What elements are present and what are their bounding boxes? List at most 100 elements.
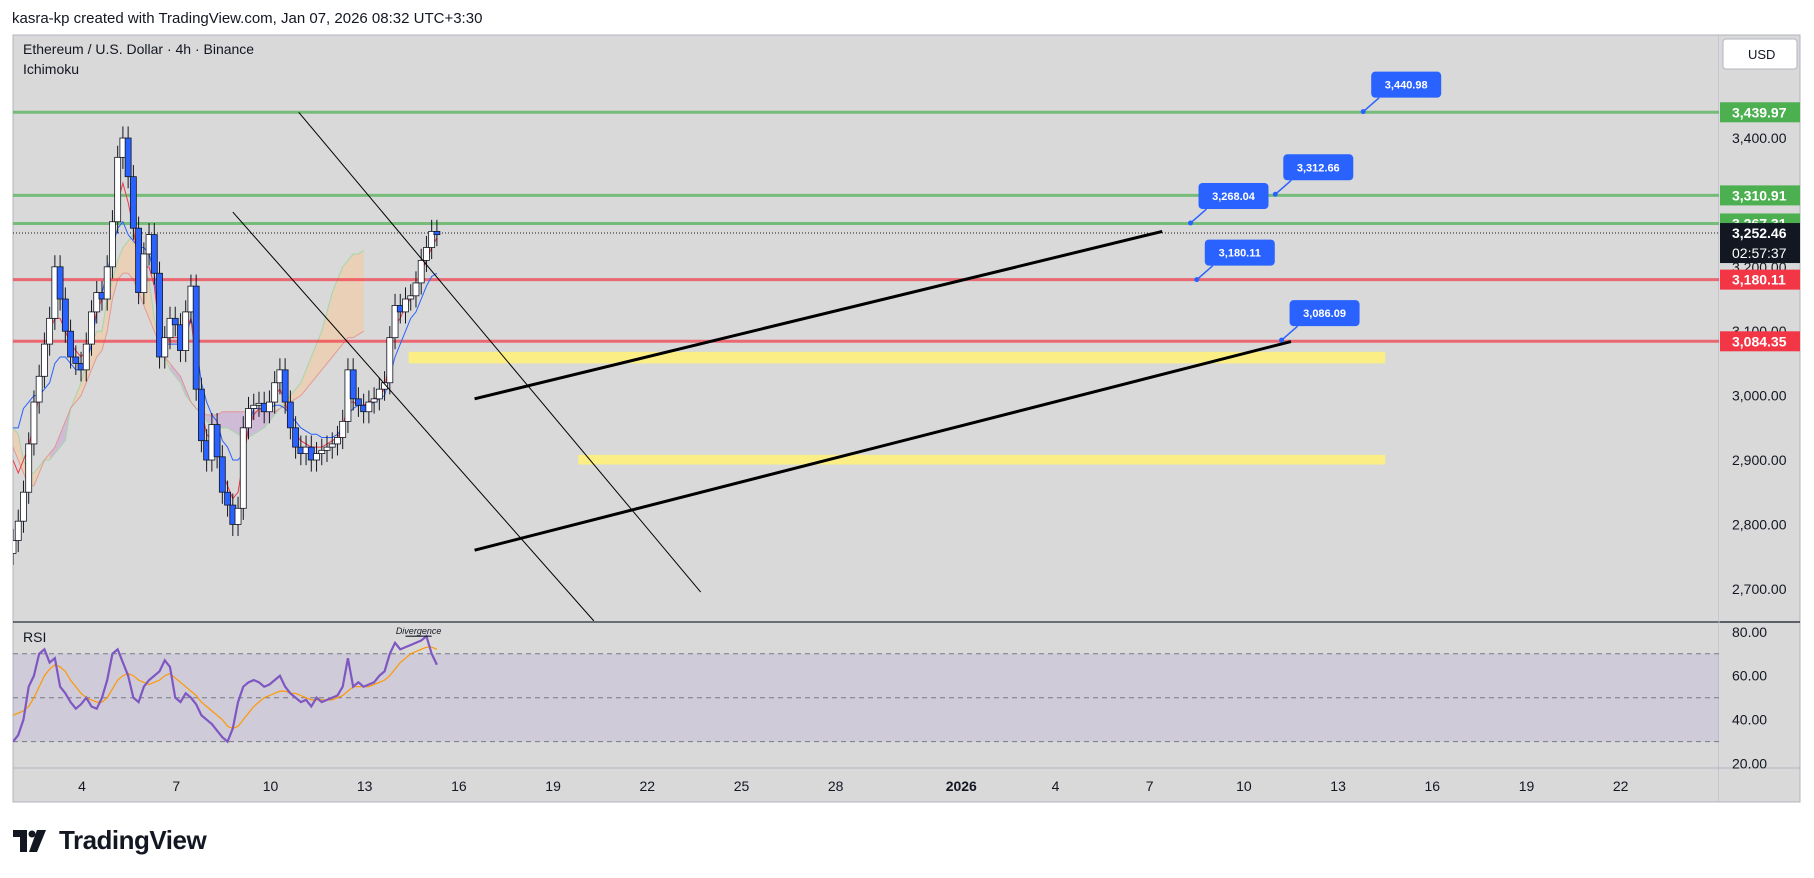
callout-anchor bbox=[1188, 220, 1193, 226]
current-price-label: 3,252.46 bbox=[1732, 225, 1787, 241]
kumo-segment bbox=[358, 250, 364, 335]
candle-body bbox=[433, 231, 441, 236]
tradingview-logo[interactable]: TradingView bbox=[13, 825, 207, 856]
price-axis-pane bbox=[1720, 35, 1800, 802]
callout-pointer bbox=[1281, 325, 1299, 341]
senkou-span-b bbox=[13, 272, 364, 487]
time-tick-label: 16 bbox=[1424, 778, 1440, 794]
rsi-pane bbox=[13, 623, 1719, 768]
chart-frame bbox=[12, 34, 1801, 803]
candle-body bbox=[171, 317, 179, 326]
time-tick-label: 10 bbox=[1236, 778, 1252, 794]
kumo-segment bbox=[13, 427, 19, 461]
candle-body bbox=[339, 420, 347, 438]
kumo-segment bbox=[128, 234, 134, 280]
callout-pointer bbox=[1274, 179, 1292, 195]
price-plot: 3,440.98 3,312.66 3,268.04 3,180.11 3,086.09 bbox=[13, 71, 1719, 621]
chart-title: Ethereum / U.S. Dollar · 4h · Binance bbox=[23, 41, 254, 57]
kumo-segment bbox=[332, 279, 338, 357]
candle-body bbox=[213, 424, 221, 458]
time-tick-label: 16 bbox=[451, 778, 467, 794]
candle-body bbox=[82, 343, 90, 371]
level-badge bbox=[1720, 185, 1800, 206]
candle-body bbox=[93, 292, 101, 313]
price-tick-label: 3,000.00 bbox=[1732, 388, 1787, 404]
callout-box bbox=[1289, 300, 1360, 327]
candle-body bbox=[375, 388, 383, 400]
kumo-segment bbox=[306, 356, 312, 390]
candle-body bbox=[129, 176, 137, 229]
candle-body bbox=[349, 369, 357, 400]
time-tick-label: 7 bbox=[172, 778, 180, 794]
current-price-badge bbox=[1720, 223, 1800, 264]
tradingview-logo-icon bbox=[13, 829, 46, 852]
level-badge-label: 3,180.11 bbox=[1732, 272, 1786, 288]
kumo-segment bbox=[49, 447, 55, 461]
candle-body bbox=[25, 443, 33, 493]
candle-body bbox=[61, 298, 69, 332]
candle-body bbox=[328, 443, 336, 448]
tradingview-logo-text: TradingView bbox=[59, 825, 207, 855]
trendline bbox=[474, 340, 1292, 552]
candle-body bbox=[281, 369, 289, 403]
time-tick-label: 25 bbox=[734, 778, 750, 794]
candle-body bbox=[218, 456, 226, 493]
kumo-segment bbox=[290, 389, 296, 403]
callout-label: 3,312.66 bbox=[1297, 162, 1340, 174]
kumo-segment bbox=[96, 331, 102, 357]
kumo-segment bbox=[264, 411, 270, 428]
time-tick-label: 10 bbox=[263, 778, 279, 794]
currency-button bbox=[1722, 38, 1798, 70]
candle-body bbox=[239, 427, 247, 509]
price-tick-label: 2,800.00 bbox=[1732, 516, 1787, 532]
chart-credit: kasra-kp created with TradingView.com, J… bbox=[12, 10, 483, 27]
candle-body bbox=[140, 253, 148, 293]
rsi-tick-label: 80.00 bbox=[1732, 624, 1767, 640]
candle-body bbox=[234, 507, 242, 525]
candle-body bbox=[266, 401, 273, 413]
time-tick-label: 13 bbox=[357, 778, 373, 794]
candle-body bbox=[30, 401, 38, 445]
kumo-segment bbox=[258, 411, 265, 432]
kumo-segment bbox=[75, 382, 82, 403]
level-badge bbox=[1720, 331, 1800, 352]
candle-body bbox=[365, 401, 373, 413]
time-tick-label: 19 bbox=[1519, 778, 1535, 794]
rsi-tick-label: 40.00 bbox=[1732, 712, 1767, 728]
candle-body bbox=[271, 382, 279, 403]
price-tick-label: 3,400.00 bbox=[1732, 130, 1787, 146]
candle-body bbox=[103, 266, 111, 300]
kumo-segment bbox=[222, 411, 228, 428]
level-badge-label: 3,439.97 bbox=[1732, 104, 1787, 120]
support-zone bbox=[578, 454, 1386, 465]
candle-body bbox=[250, 404, 258, 409]
candle-body bbox=[150, 234, 158, 274]
level-badge bbox=[1720, 269, 1800, 290]
time-axis-pane bbox=[13, 768, 1719, 802]
time-tick-label: 22 bbox=[639, 778, 655, 794]
callout-box bbox=[1198, 183, 1269, 210]
kumo-segment bbox=[295, 382, 301, 399]
divergence-label: Divergence bbox=[396, 626, 442, 636]
callout-label: 3,268.04 bbox=[1212, 191, 1256, 203]
senkou-span-a bbox=[13, 233, 364, 474]
time-tick-label: 2026 bbox=[946, 778, 977, 794]
level-badge-label: 3,084.35 bbox=[1732, 333, 1787, 349]
candle-body bbox=[41, 343, 48, 377]
candle-body bbox=[354, 398, 362, 406]
time-tick-label: 4 bbox=[78, 778, 86, 794]
kumo-segment bbox=[206, 414, 212, 425]
bar-countdown-label: 02:57:37 bbox=[1732, 245, 1787, 261]
candle-body bbox=[67, 330, 74, 358]
kumo-segment bbox=[180, 376, 186, 396]
callout-box bbox=[1371, 71, 1442, 98]
kumo-segment bbox=[253, 411, 259, 435]
kumo-segment bbox=[327, 292, 333, 364]
candle-body bbox=[334, 437, 341, 445]
rsi-band bbox=[13, 653, 1719, 742]
candle-body bbox=[318, 449, 326, 454]
candle-body bbox=[370, 398, 378, 403]
price-pane bbox=[13, 35, 1719, 621]
candle-body bbox=[161, 337, 169, 358]
